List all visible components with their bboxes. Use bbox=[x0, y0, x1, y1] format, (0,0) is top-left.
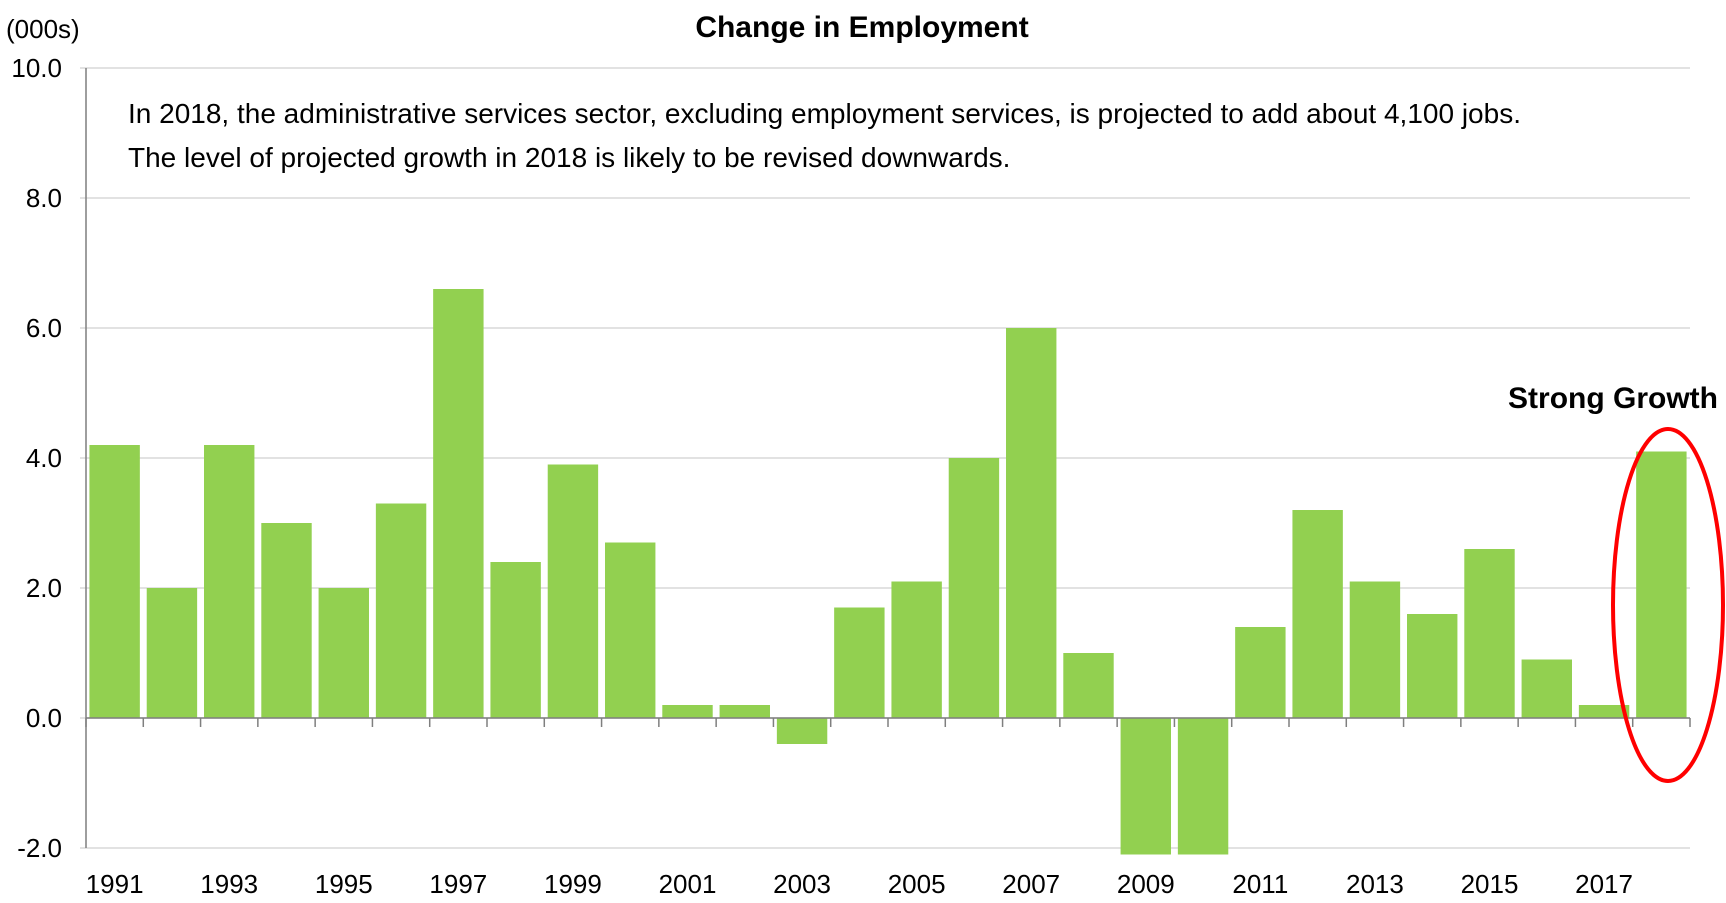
y-axis-unit-label: (000s) bbox=[6, 14, 80, 44]
highlight-ellipse bbox=[1611, 427, 1725, 783]
x-tick-label: 2003 bbox=[773, 869, 831, 899]
bar-2016 bbox=[1521, 659, 1572, 718]
bar-2011 bbox=[1235, 627, 1286, 718]
x-tick-label: 2005 bbox=[888, 869, 946, 899]
y-tick-label: 8.0 bbox=[26, 183, 62, 213]
x-tick-label: 2001 bbox=[659, 869, 717, 899]
x-tick-label: 1997 bbox=[429, 869, 487, 899]
bar-2010 bbox=[1177, 718, 1229, 855]
x-tick-labels: 1991 1993 1995 1997 1999 2001 2003 2005 2007 2009… bbox=[86, 869, 1633, 899]
bars bbox=[89, 289, 1687, 855]
y-tick-label: 4.0 bbox=[26, 443, 62, 473]
bar-2017 bbox=[1578, 705, 1630, 718]
chart-title: Change in Employment bbox=[695, 11, 1028, 44]
bar-2015 bbox=[1464, 549, 1515, 718]
y-tick-label: 6.0 bbox=[26, 313, 62, 343]
y-tick-labels: -2.0 0.0 2.0 4.0 6.0 8.0 10.0 bbox=[11, 53, 62, 863]
annotation-note-line-2: The level of projected growth in 2018 is… bbox=[128, 142, 1010, 173]
bar-1996 bbox=[375, 503, 427, 718]
bar-2002 bbox=[719, 705, 770, 718]
x-tick-label: 1993 bbox=[200, 869, 258, 899]
bar-1993 bbox=[204, 445, 255, 718]
x-tick-label: 2007 bbox=[1002, 869, 1060, 899]
bar-2013 bbox=[1349, 581, 1401, 718]
bar-2012 bbox=[1292, 510, 1343, 718]
x-tick-label: 2011 bbox=[1232, 869, 1288, 899]
bar-2008 bbox=[1063, 653, 1114, 718]
bar-2018 bbox=[1636, 451, 1687, 718]
x-tick-label: 2015 bbox=[1461, 869, 1519, 899]
axes bbox=[85, 68, 1691, 848]
bar-1999 bbox=[547, 464, 599, 718]
bar-2000 bbox=[605, 542, 656, 718]
bar-2004 bbox=[834, 607, 885, 718]
x-tick-label: 2009 bbox=[1117, 869, 1175, 899]
x-tick-label: 1999 bbox=[544, 869, 602, 899]
bar-2014 bbox=[1407, 614, 1458, 718]
bar-2009 bbox=[1120, 718, 1171, 855]
bar-2006 bbox=[948, 458, 1000, 718]
bar-2003 bbox=[776, 718, 828, 744]
x-tick-label: 2017 bbox=[1575, 869, 1633, 899]
strong-growth-callout: Strong Growth bbox=[1508, 382, 1718, 415]
annotation-note-line-1: In 2018, the administrative services sec… bbox=[128, 98, 1521, 129]
bar-1991 bbox=[89, 445, 140, 718]
y-tick-label: 0.0 bbox=[26, 703, 62, 733]
y-tick-label: 10.0 bbox=[11, 53, 62, 83]
bar-1994 bbox=[261, 523, 312, 718]
bar-2001 bbox=[662, 705, 713, 718]
gridlines bbox=[80, 67, 1690, 849]
bar-2007 bbox=[1006, 328, 1057, 718]
bar-1998 bbox=[490, 562, 541, 718]
y-tick-label: -2.0 bbox=[17, 833, 62, 863]
y-tick-label: 2.0 bbox=[26, 573, 62, 603]
x-tick-label: 2013 bbox=[1346, 869, 1404, 899]
bar-1997 bbox=[433, 289, 484, 718]
bar-2005 bbox=[891, 581, 942, 718]
x-tick-label: 1995 bbox=[315, 869, 373, 899]
x-tick-label: 1991 bbox=[86, 869, 144, 899]
bar-1992 bbox=[146, 588, 198, 718]
bar-1995 bbox=[318, 588, 369, 718]
